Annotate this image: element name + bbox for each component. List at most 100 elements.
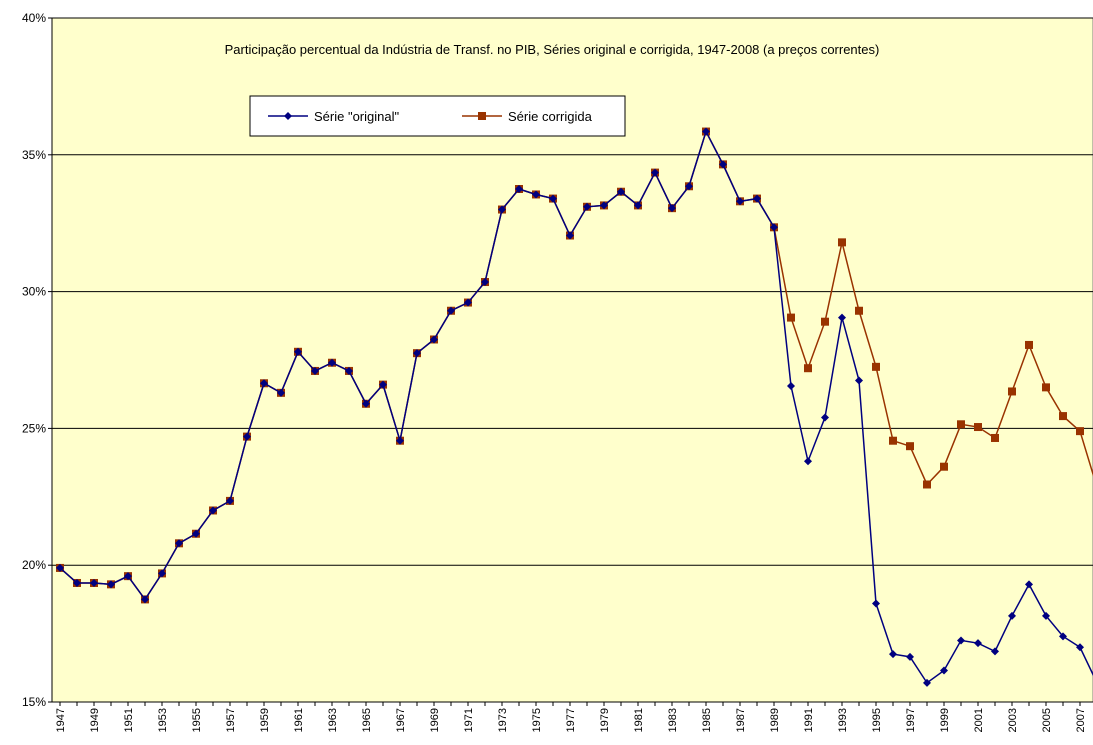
y-tick-label: 40% [22, 11, 46, 25]
marker [481, 278, 489, 287]
marker [362, 399, 370, 408]
y-tick-label: 30% [22, 285, 46, 299]
marker [396, 436, 404, 445]
series-line [59, 129, 1093, 684]
series-group [56, 127, 1093, 687]
marker [1076, 643, 1084, 652]
marker [294, 347, 302, 356]
marker [1025, 580, 1033, 589]
x-tick-label: 1963 [327, 708, 339, 732]
marker [1008, 387, 1016, 396]
marker [787, 381, 795, 390]
marker [243, 432, 251, 441]
marker [600, 201, 608, 210]
marker [209, 506, 217, 515]
legend-marker [478, 112, 486, 120]
y-tick-label: 35% [22, 148, 46, 162]
marker [855, 376, 863, 385]
legend-marker [284, 112, 292, 120]
x-tick-label: 2003 [1007, 708, 1019, 732]
x-tick-label: 1983 [667, 708, 679, 732]
x-tick-label: 1953 [157, 708, 169, 732]
x-tick-label: 1999 [939, 708, 951, 732]
legend-label: Série corrigida [508, 109, 593, 124]
x-tick-label: 1947 [55, 708, 67, 732]
marker [804, 457, 812, 466]
marker [379, 380, 387, 389]
marker [872, 362, 880, 371]
marker [430, 335, 438, 344]
x-tick-label: 1951 [123, 708, 135, 732]
x-tick-label: 1967 [395, 708, 407, 732]
y-tick-label: 20% [22, 558, 46, 572]
x-tick-label: 1995 [871, 708, 883, 732]
marker [1042, 611, 1050, 620]
marker [345, 366, 353, 375]
marker [141, 595, 149, 604]
x-tick-label: 2005 [1041, 708, 1053, 732]
x-tick-label: 1985 [701, 708, 713, 732]
marker [260, 379, 268, 388]
x-tick-label: 1987 [735, 708, 747, 732]
marker [821, 413, 829, 422]
marker [702, 127, 710, 136]
marker [464, 298, 472, 307]
x-tick-label: 1973 [497, 708, 509, 732]
marker [906, 652, 914, 661]
marker [923, 678, 931, 687]
marker [73, 578, 81, 587]
marker [974, 423, 982, 432]
marker [753, 194, 761, 203]
marker [226, 496, 234, 505]
marker [1008, 611, 1016, 620]
marker [838, 238, 846, 247]
marker [940, 666, 948, 675]
x-tick-label: 1969 [429, 708, 441, 732]
marker [787, 313, 795, 322]
marker [311, 366, 319, 375]
x-tick-label: 1957 [225, 708, 237, 732]
marker [736, 197, 744, 206]
marker [566, 231, 574, 240]
marker [175, 539, 183, 548]
marker [124, 572, 132, 581]
marker [889, 650, 897, 659]
y-tick-label: 25% [22, 421, 46, 435]
marker [634, 201, 642, 210]
marker [957, 636, 965, 645]
x-tick-label: 1989 [769, 708, 781, 732]
marker [1042, 383, 1050, 392]
x-tick-label: 1961 [293, 708, 305, 732]
marker [685, 182, 693, 191]
marker [1059, 412, 1067, 421]
x-tick-label: 1991 [803, 708, 815, 732]
marker [957, 420, 965, 429]
marker [617, 187, 625, 196]
marker [413, 349, 421, 358]
marker [906, 442, 914, 451]
marker [498, 205, 506, 214]
marker [1076, 427, 1084, 436]
marker [651, 168, 659, 177]
marker [991, 647, 999, 656]
marker [668, 204, 676, 213]
marker [90, 578, 98, 587]
legend-box [249, 95, 626, 137]
marker [158, 569, 166, 578]
marker [889, 436, 897, 445]
marker [192, 529, 200, 538]
marker [923, 480, 931, 489]
marker [583, 202, 591, 211]
x-tick-label: 1975 [531, 708, 543, 732]
chart-subtitle: Participação percentual da Indústria de … [225, 42, 880, 57]
marker [549, 194, 557, 203]
marker [974, 639, 982, 648]
x-tick-label: 1979 [599, 708, 611, 732]
marker [872, 599, 880, 608]
x-tick-label: 1959 [259, 708, 271, 732]
marker [821, 317, 829, 326]
marker [328, 358, 336, 367]
x-tick-label: 2007 [1075, 708, 1087, 732]
x-tick-label: 1949 [89, 708, 101, 732]
